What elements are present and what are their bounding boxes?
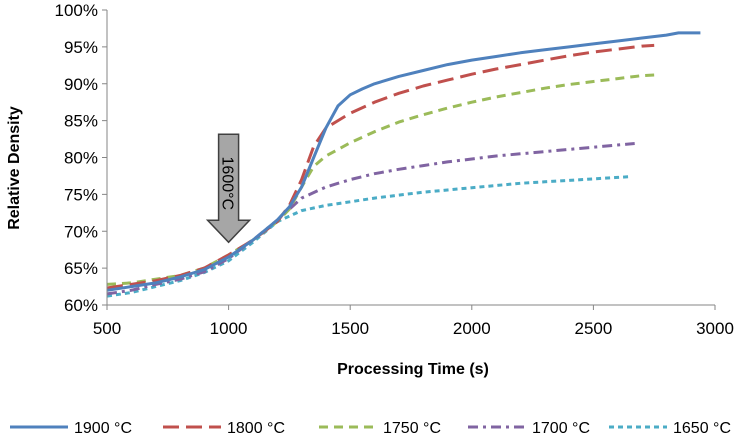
y-tick-label: 85%: [64, 112, 98, 131]
axis-layer: 60% 65% 70% 75% 80% 85% 90% 95% 100% 500 1000 1500 2…: [55, 1, 734, 338]
x-tick-label: 3000: [696, 319, 734, 338]
y-tick-label: 90%: [64, 75, 98, 94]
y-axis-title: Relative Density: [6, 106, 23, 230]
legend-label: 1700 °C: [532, 420, 590, 437]
y-tick-label: 65%: [64, 259, 98, 278]
x-tick-label: 1000: [210, 319, 248, 338]
x-tick-label: 2500: [574, 319, 612, 338]
legend-label: 1800 °C: [227, 420, 285, 437]
legend-label: 1900 °C: [74, 420, 132, 437]
annotation-layer: 1600°C: [205, 133, 252, 244]
series-layer: [106, 31, 701, 298]
series-line-1650: [106, 175, 630, 298]
x-tick-label: 1500: [331, 319, 369, 338]
legend-label: 1650 °C: [673, 420, 731, 437]
y-tick-label: 95%: [64, 38, 98, 57]
y-tick-label: 70%: [64, 222, 98, 241]
x-tick-label: 500: [93, 319, 121, 338]
y-tick-label: 100%: [55, 1, 98, 20]
annotation-label: 1600°C: [219, 157, 236, 211]
y-tick-label: 75%: [64, 185, 98, 204]
down-arrow-icon: [205, 133, 252, 244]
y-tick-label: 60%: [64, 296, 98, 315]
series-line-1700: [106, 142, 635, 296]
legend: 1900 °C 1800 °C 1750 °C 1700 °C 1650 °C: [10, 420, 731, 437]
x-axis-title: Processing Time (s): [337, 361, 489, 378]
series-line-1900: [106, 31, 701, 292]
series-line-1800: [106, 43, 655, 290]
legend-label: 1750 °C: [383, 420, 441, 437]
series-line-1750: [106, 73, 657, 286]
y-tick-label: 80%: [64, 149, 98, 168]
x-tick-label: 2000: [453, 319, 491, 338]
